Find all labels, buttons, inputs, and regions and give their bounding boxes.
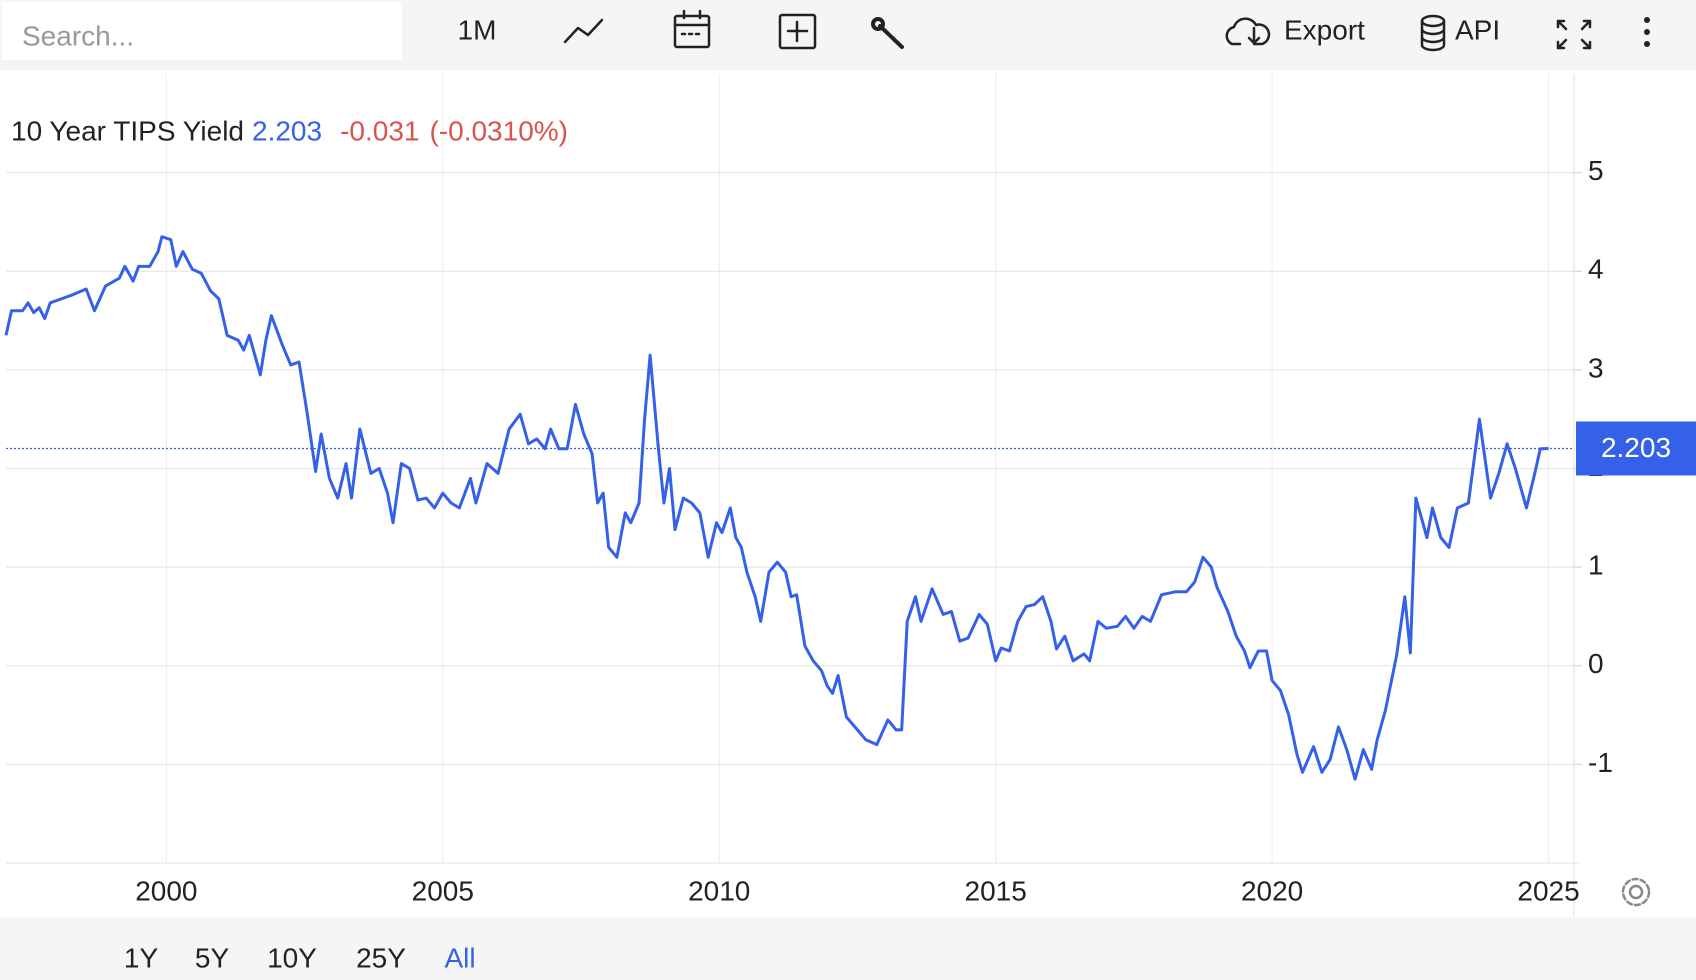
x-tick-label: 2000 (135, 875, 197, 906)
y-tick-label: 0 (1588, 648, 1604, 679)
calendar-icon[interactable] (673, 9, 711, 49)
y-tick-label: 4 (1588, 254, 1604, 285)
y-tick-label: -1 (1588, 747, 1613, 778)
menu-icon[interactable] (1644, 17, 1650, 47)
legend-change: -0.031 (340, 115, 419, 146)
range-button[interactable]: 5Y (195, 942, 230, 973)
x-tick-label: 2015 (965, 875, 1027, 906)
y-tick-label: 1 (1588, 550, 1604, 581)
export-icon[interactable] (1225, 17, 1271, 46)
chart-type-icon[interactable] (563, 18, 604, 44)
compare-icon[interactable] (778, 13, 817, 50)
fullscreen-icon[interactable] (1556, 19, 1592, 50)
api-button[interactable]: API (1455, 14, 1500, 45)
range-bar (0, 917, 1696, 980)
range-button[interactable]: 1Y (124, 942, 159, 973)
y-tick-label: 5 (1588, 155, 1604, 186)
last-value-label: 2.203 (1601, 432, 1671, 463)
legend-value: 2.203 (252, 115, 322, 146)
data-line (4, 235, 1549, 781)
x-tick-label: 2005 (412, 875, 474, 906)
range-button[interactable]: 25Y (356, 942, 406, 973)
legend-change-percent: (-0.0310%) (429, 115, 568, 146)
range-buttons: 1Y 5Y 10Y 25Y All (124, 942, 476, 973)
api-icon[interactable] (1420, 14, 1446, 52)
search-placeholder[interactable]: Search... (22, 20, 134, 51)
x-tick-label: 2020 (1241, 875, 1303, 906)
last-value-badge (1576, 421, 1696, 476)
range-button[interactable]: All (444, 942, 475, 973)
x-tick-label: 2025 (1517, 875, 1579, 906)
tools-icon[interactable] (871, 17, 904, 49)
x-tick-label: 2010 (688, 875, 750, 906)
export-button[interactable]: Export (1284, 14, 1365, 45)
search-box[interactable] (2, 2, 402, 60)
settings-icon[interactable] (1621, 877, 1651, 907)
range-button[interactable]: 10Y (267, 942, 317, 973)
plot (4, 74, 1582, 863)
y-tick-label: 3 (1588, 352, 1604, 383)
interval-button[interactable]: 1M (458, 14, 497, 45)
legend-name: 10 Year TIPS Yield (11, 115, 244, 146)
